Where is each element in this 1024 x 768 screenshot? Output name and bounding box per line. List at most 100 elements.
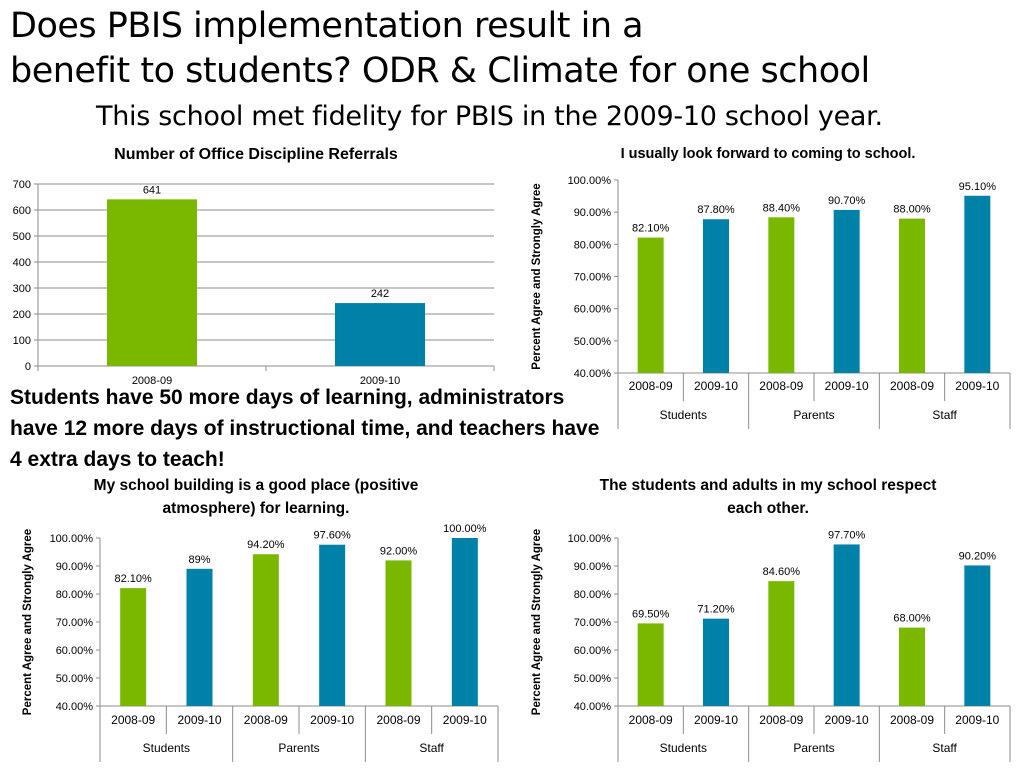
- bar: [186, 568, 213, 706]
- group-label: Students: [660, 408, 707, 422]
- group-label: Staff: [932, 408, 957, 422]
- y-tick-label: 100.00%: [50, 533, 94, 545]
- y-tick-label: 90.00%: [574, 207, 612, 219]
- y-tick-label: 40.00%: [574, 701, 612, 713]
- y-tick-label: 40.00%: [56, 701, 94, 713]
- bar: [451, 538, 478, 706]
- slide-title: Does PBIS implementation result in a ben…: [10, 4, 870, 94]
- category-label: 2008-09: [759, 713, 803, 727]
- data-label: 68.00%: [893, 613, 931, 625]
- y-tick-label: 70.00%: [574, 272, 612, 284]
- bar: [833, 209, 860, 373]
- y-axis-title: Percent Agree and Strongly Agree: [22, 529, 34, 715]
- callout-text: Students have 50 more days of learning, …: [10, 386, 600, 471]
- bar: [385, 560, 412, 706]
- bar: [964, 565, 991, 706]
- category-label: 2008-09: [244, 713, 288, 727]
- bar: [252, 554, 279, 706]
- y-tick-label: 60.00%: [574, 304, 612, 316]
- bar: [637, 623, 664, 706]
- y-tick-label: 80.00%: [574, 589, 612, 601]
- bar: [335, 303, 425, 366]
- y-tick-label: 80.00%: [574, 239, 612, 251]
- slide-title-line-1: Does PBIS implementation result in a: [10, 6, 644, 46]
- bar: [899, 627, 925, 706]
- data-label: 94.20%: [247, 539, 285, 551]
- data-label: 88.40%: [763, 202, 801, 214]
- category-label: 2008-09: [629, 379, 673, 393]
- category-label: 2009-10: [825, 379, 869, 393]
- look-forward-bar-chart: I usually look forward to coming to scho…: [531, 146, 1011, 429]
- category-label: 2008-09: [759, 379, 803, 393]
- category-label: 2009-10: [443, 713, 487, 727]
- chart-title: I usually look forward to coming to scho…: [621, 146, 916, 162]
- data-label: 92.00%: [380, 545, 418, 557]
- category-label: 2009-10: [825, 713, 869, 727]
- chart-title: My school building is a good place (posi…: [94, 477, 419, 494]
- category-label: 2009-10: [177, 713, 221, 727]
- category-label: 2009-10: [955, 379, 999, 393]
- data-label: 88.00%: [893, 204, 931, 216]
- y-tick-label: 100.00%: [568, 533, 612, 545]
- y-tick-label: 80.00%: [56, 589, 94, 601]
- group-label: Students: [143, 741, 190, 755]
- data-label: 641: [143, 184, 161, 196]
- y-axis-title: Percent Agree and Strongly Agree: [531, 183, 543, 369]
- bar: [964, 195, 991, 373]
- group-label: Parents: [793, 408, 834, 422]
- bar: [107, 199, 197, 366]
- data-label: 87.80%: [697, 204, 735, 216]
- category-label: 2009-10: [310, 713, 354, 727]
- category-label: 2008-09: [376, 713, 420, 727]
- y-tick-label: 70.00%: [574, 617, 612, 629]
- data-label: 89%: [188, 554, 210, 566]
- y-tick-label: 60.00%: [574, 645, 612, 657]
- chart-title: atmosphere) for learning.: [163, 500, 350, 517]
- slide-subtitle: This school met fidelity for PBIS in the…: [96, 101, 883, 132]
- y-tick-label: 90.00%: [574, 561, 612, 573]
- y-tick-label: 100: [13, 335, 31, 347]
- group-label: Parents: [793, 741, 834, 755]
- bar: [637, 237, 664, 373]
- category-label: 2008-09: [629, 713, 673, 727]
- y-tick-label: 500: [13, 231, 31, 243]
- group-label: Staff: [932, 741, 957, 755]
- data-label: 82.10%: [115, 573, 153, 585]
- slide-title-line-2: benefit to students? ODR & Climate for o…: [10, 51, 870, 91]
- y-tick-label: 70.00%: [56, 617, 94, 629]
- category-label: 2008-09: [111, 713, 155, 727]
- data-label: 84.60%: [763, 566, 801, 578]
- bar: [899, 218, 925, 373]
- y-tick-label: 50.00%: [574, 336, 612, 348]
- category-label: 2009-10: [694, 379, 738, 393]
- y-tick-label: 90.00%: [56, 561, 94, 573]
- data-label: 95.10%: [959, 181, 997, 193]
- category-label: 2009-10: [360, 375, 400, 387]
- data-label: 97.60%: [314, 530, 352, 542]
- y-tick-label: 400: [13, 257, 31, 269]
- category-label: 2008-09: [132, 375, 172, 387]
- y-axis-title: Percent Agree and Strongly Agree: [531, 529, 543, 715]
- category-label: 2008-09: [890, 713, 934, 727]
- group-label: Students: [660, 741, 707, 755]
- data-label: 82.10%: [632, 223, 670, 235]
- chart-title: each other.: [727, 500, 809, 517]
- odr-bar-chart: Number of Office Discipline Referrals 0 10…: [13, 146, 495, 387]
- category-label: 2009-10: [694, 713, 738, 727]
- y-tick-label: 50.00%: [574, 673, 612, 685]
- category-label: 2009-10: [955, 713, 999, 727]
- data-label: 97.70%: [828, 529, 866, 541]
- data-label: 90.70%: [828, 195, 866, 207]
- y-tick-label: 100.00%: [568, 175, 612, 187]
- chart-title: Number of Office Discipline Referrals: [114, 146, 398, 163]
- category-label: 2008-09: [890, 379, 934, 393]
- y-tick-label: 40.00%: [574, 368, 612, 380]
- bar: [319, 544, 346, 706]
- bar: [768, 217, 795, 373]
- y-tick-label: 60.00%: [56, 645, 94, 657]
- y-tick-label: 50.00%: [56, 673, 94, 685]
- y-tick-label: 700: [13, 179, 31, 191]
- data-label: 90.20%: [959, 550, 997, 562]
- bar: [833, 544, 860, 706]
- data-label: 71.20%: [697, 604, 735, 616]
